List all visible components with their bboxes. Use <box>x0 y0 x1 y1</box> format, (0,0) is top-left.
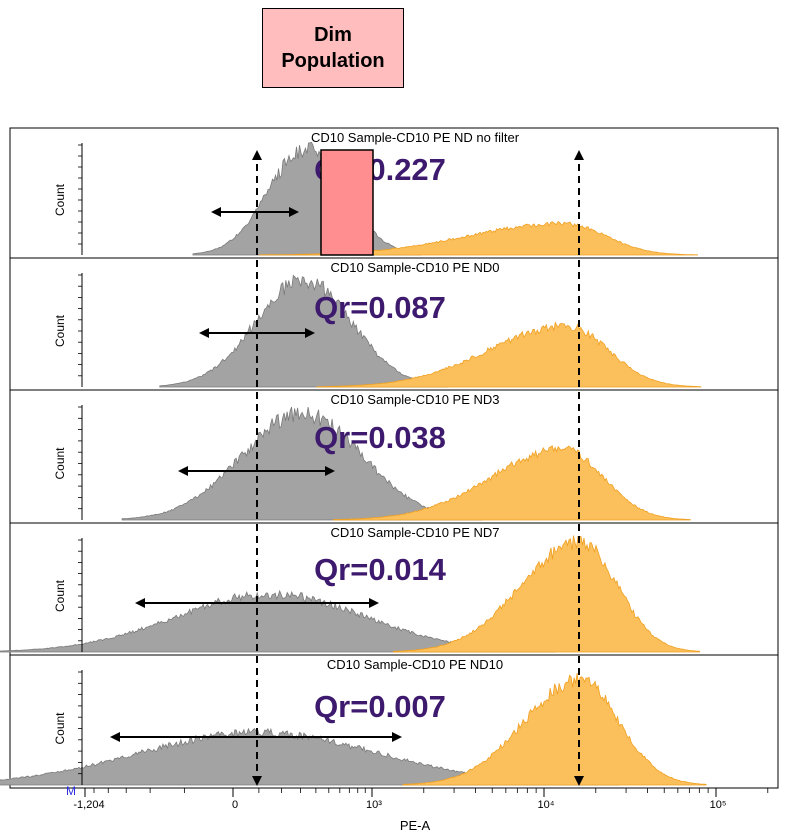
panel-title: CD10 Sample-CD10 PE ND10 <box>327 657 503 672</box>
panel-title: CD10 Sample-CD10 PE ND no filter <box>311 130 520 145</box>
y-axis-label: Count <box>53 712 67 745</box>
x-tick-label: 10⁵ <box>710 799 727 811</box>
dim-label-line-1: Dim <box>314 24 352 46</box>
bright-population-histogram <box>316 321 702 388</box>
x-tick-label: -1,204 <box>73 799 104 811</box>
corner-marker-label: M <box>66 784 76 798</box>
panel-frame <box>9 127 779 259</box>
qr-label: Qr=0.038 <box>314 420 446 455</box>
histogram-panel: Count CD10 Sample-CD10 PE ND7 Qr=0.014 <box>0 522 779 656</box>
bright-population-histogram <box>402 673 707 786</box>
dim-population-label: Dim Population <box>262 8 404 88</box>
bright-population-histogram <box>393 535 700 653</box>
histogram-panel: Count CD10 Sample-CD10 PE ND10 Qr=0.007 <box>0 654 779 789</box>
histogram-panel: Count CD10 Sample-CD10 PE ND0 Qr=0.087 <box>9 257 779 391</box>
panel-title: CD10 Sample-CD10 PE ND7 <box>330 525 499 540</box>
y-axis-label: Count <box>53 447 67 480</box>
dim-label-line-2: Population <box>281 50 385 72</box>
y-axis-label: Count <box>53 579 67 612</box>
bright-population-histogram <box>332 445 691 521</box>
panel-title: CD10 Sample-CD10 PE ND0 <box>330 260 499 275</box>
dim-population-histogram <box>121 406 483 521</box>
dim-gate-box <box>320 149 374 256</box>
y-axis-label: Count <box>53 183 67 216</box>
panel-title: CD10 Sample-CD10 PE ND3 <box>330 392 499 407</box>
qr-label: Qr=0.087 <box>314 290 446 325</box>
x-tick-label: 10³ <box>366 799 382 811</box>
x-tick-label: 10⁴ <box>538 799 555 811</box>
x-axis-label: PE-A <box>400 818 431 833</box>
y-axis-label: Count <box>53 314 67 347</box>
qr-label: Qr=0.007 <box>314 689 446 724</box>
qr-label: Qr=0.014 <box>314 552 447 587</box>
histogram-panel: Count CD10 Sample-CD10 PE ND3 Qr=0.038 <box>9 389 779 524</box>
x-tick-label: 0 <box>232 799 238 811</box>
